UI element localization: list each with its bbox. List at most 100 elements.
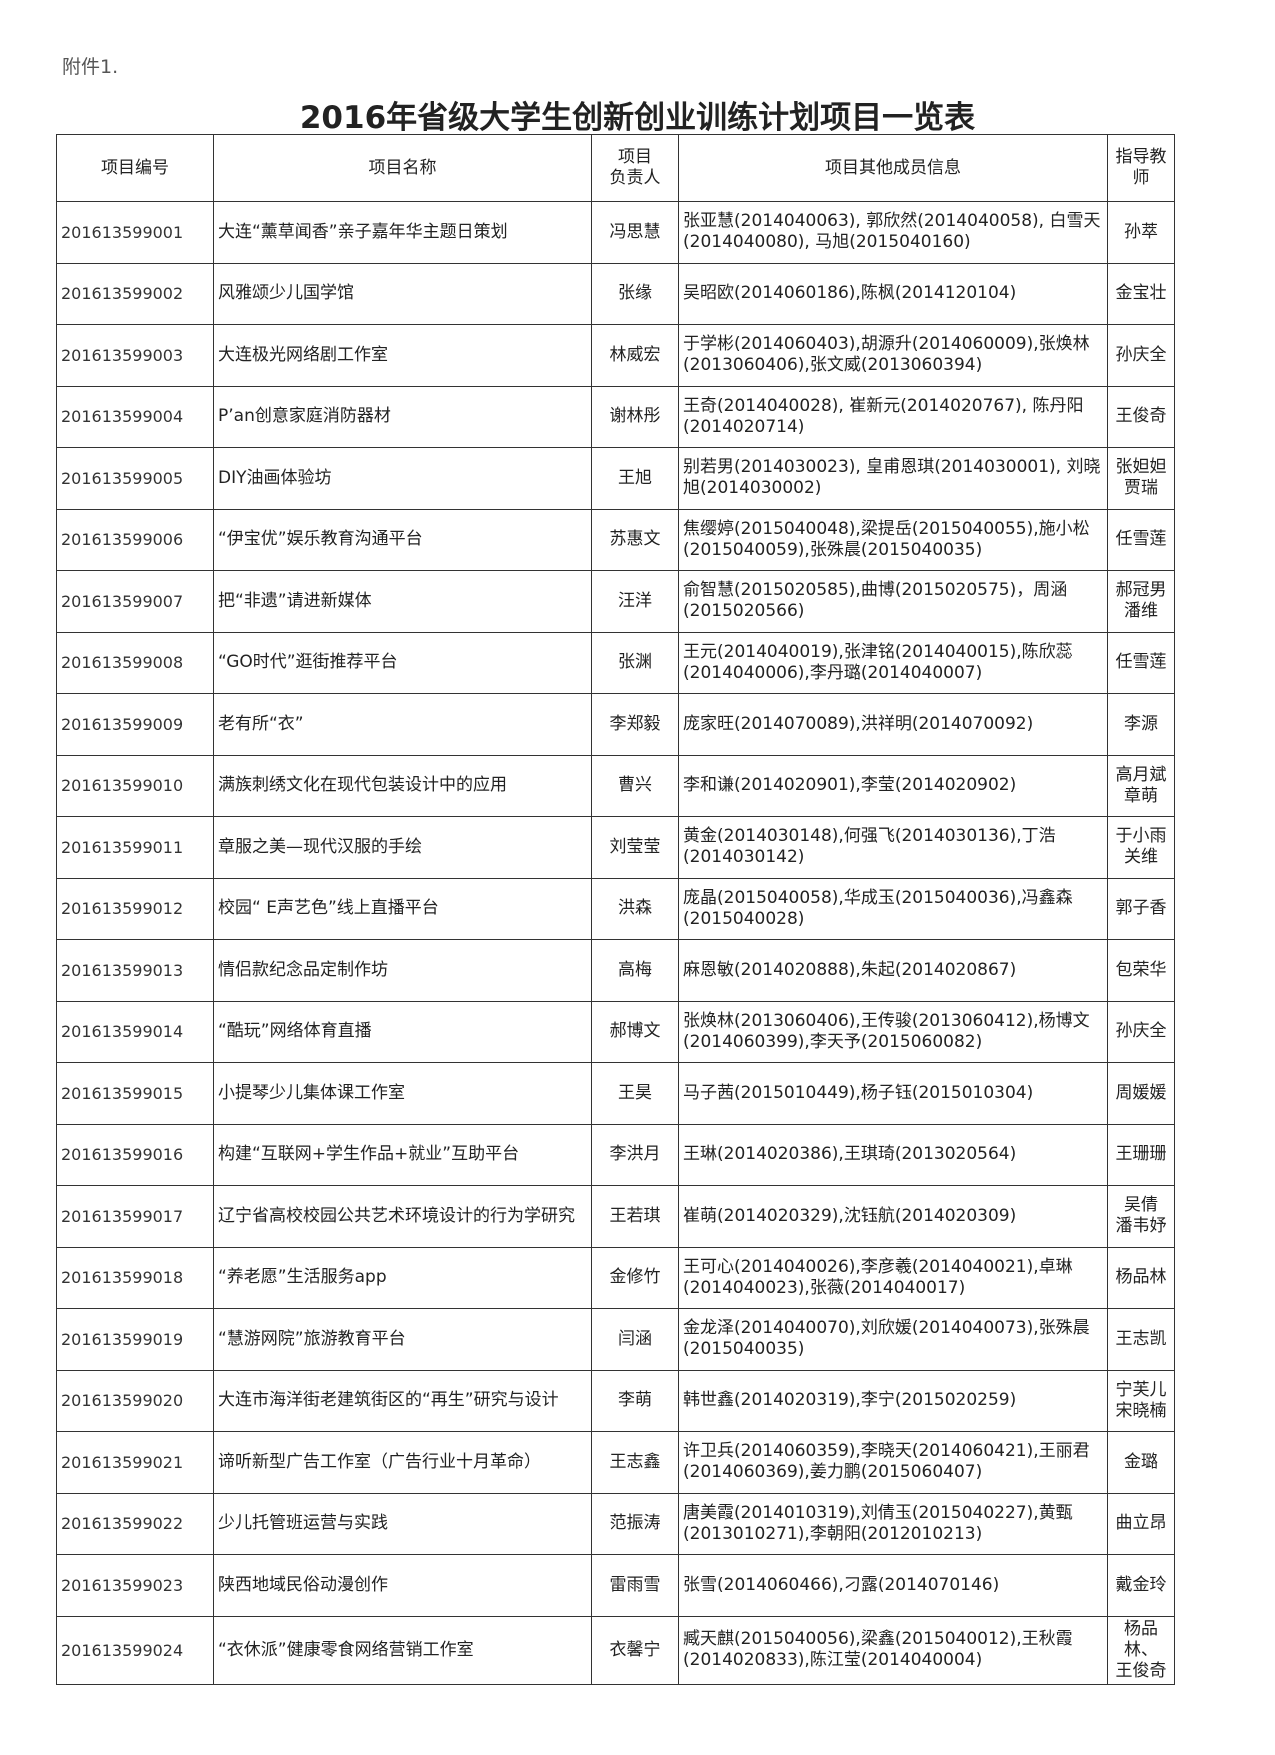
project-leader: 金修竹 [591, 1246, 679, 1309]
advisor: 金璐 [1107, 1431, 1175, 1494]
project-id: 201613599006 [56, 508, 214, 571]
advisor: 王志凯 [1107, 1308, 1175, 1371]
project-name: “GO时代”逛街推荐平台 [213, 631, 592, 694]
project-leader: 衣馨宁 [591, 1615, 679, 1685]
member-info: 崔萌(2014020329),沈钰航(2014020309) [678, 1185, 1108, 1248]
project-name: “养老愿”生活服务app [213, 1246, 592, 1309]
member-info: 臧天麒(2015040056),梁鑫(2015040012),王秋霞(20140… [678, 1615, 1108, 1685]
project-id: 201613599019 [56, 1308, 214, 1371]
project-name: 谛听新型广告工作室（广告行业十月革命） [213, 1431, 592, 1494]
project-id: 201613599001 [56, 201, 214, 264]
table-row: 201613599023 陕西地域民俗动漫创作 雷雨雪 张雪(2014060466),… [56, 1554, 1175, 1617]
table-row: 201613599012 校园“ E声艺色”线上直播平台 洪森 庞晶(20150400… [56, 877, 1175, 940]
table-row: 201613599004 P’an创意家庭消防器材 谢林彤 王奇(2014040028… [56, 385, 1175, 448]
table-row: 201613599003 大连极光网络剧工作室 林威宏 于学彬(2014060403)… [56, 324, 1175, 387]
advisor: 任雪莲 [1107, 508, 1175, 571]
table-row: 201613599007 把“非遗”请进新媒体 汪洋 俞智慧(2015020585),… [56, 570, 1175, 633]
project-id: 201613599010 [56, 754, 214, 817]
table-row: 201613599020 大连市海洋街老建筑街区的“再生”研究与设计 李萌 韩世鑫(2… [56, 1369, 1175, 1432]
project-leader: 汪洋 [591, 570, 679, 633]
project-name: “慧游网院”旅游教育平台 [213, 1308, 592, 1371]
project-name: 大连极光网络剧工作室 [213, 324, 592, 387]
advisor: 孙庆全 [1107, 324, 1175, 387]
table-row: 201613599005 DIY油画体验坊 王旭 别若男(2014030023), 皇… [56, 447, 1175, 510]
member-info: 李和谦(2014020901),李莹(2014020902) [678, 754, 1108, 817]
project-name: “衣休派”健康零食网络营销工作室 [213, 1615, 592, 1685]
table-row: 201613599019 “慧游网院”旅游教育平台 闫涵 金龙泽(2014040070… [56, 1308, 1175, 1371]
advisor: 吴倩 潘韦妤 [1107, 1185, 1175, 1248]
project-name: 辽宁省高校校园公共艺术环境设计的行为学研究 [213, 1185, 592, 1248]
project-leader: 李郑毅 [591, 693, 679, 756]
project-leader: 王若琪 [591, 1185, 679, 1248]
member-info: 麻恩敏(2014020888),朱起(2014020867) [678, 939, 1108, 1002]
advisor: 周媛媛 [1107, 1062, 1175, 1125]
member-info: 许卫兵(2014060359),李晓天(2014060421),王丽君(2014… [678, 1431, 1108, 1494]
member-info: 吴昭欧(2014060186),陈枫(2014120104) [678, 262, 1108, 325]
table-row: 201613599002 风雅颂少儿国学馆 张缘 吴昭欧(2014060186),陈枫… [56, 262, 1175, 325]
project-leader: 王旭 [591, 447, 679, 510]
project-id: 201613599011 [56, 816, 214, 879]
project-id: 201613599004 [56, 385, 214, 448]
table-row: 201613599009 老有所“衣” 李郑毅 庞家旺(2014070089),洪祥明… [56, 693, 1175, 756]
member-info: 别若男(2014030023), 皇甫恩琪(2014030001), 刘晓旭(2… [678, 447, 1108, 510]
column-header: 项目编号 [56, 134, 214, 202]
advisor: 于小雨 关维 [1107, 816, 1175, 879]
table-row: 201613599022 少儿托管班运营与实践 范振涛 唐美霞(2014010319)… [56, 1492, 1175, 1555]
project-leader: 高梅 [591, 939, 679, 1002]
member-info: 王元(2014040019),张津铭(2014040015),陈欣蕊(20140… [678, 631, 1108, 694]
project-name: 情侣款纪念品定制作坊 [213, 939, 592, 1002]
project-leader: 洪森 [591, 877, 679, 940]
project-name: “酷玩”网络体育直播 [213, 1000, 592, 1063]
project-leader: 李萌 [591, 1369, 679, 1432]
project-leader: 雷雨雪 [591, 1554, 679, 1617]
table-row: 201613599014 “酷玩”网络体育直播 郝博文 张焕林(2013060406)… [56, 1000, 1175, 1063]
advisor: 杨品林 [1107, 1246, 1175, 1309]
project-name: 陕西地域民俗动漫创作 [213, 1554, 592, 1617]
table-row: 201613599021 谛听新型广告工作室（广告行业十月革命） 王志鑫 许卫兵(20… [56, 1431, 1175, 1494]
project-id: 201613599021 [56, 1431, 214, 1494]
advisor: 郝冠男 潘维 [1107, 570, 1175, 633]
table-row: 201613599001 大连“薰草闻香”亲子嘉年华主题日策划 冯思慧 张亚慧(201… [56, 201, 1175, 264]
table-row: 201613599013 情侣款纪念品定制作坊 高梅 麻恩敏(2014020888),… [56, 939, 1175, 1002]
advisor: 宁芙儿 宋晓楠 [1107, 1369, 1175, 1432]
member-info: 俞智慧(2015020585),曲博(2015020575)，周涵(201502… [678, 570, 1108, 633]
project-id: 201613599020 [56, 1369, 214, 1432]
project-id: 201613599003 [56, 324, 214, 387]
member-info: 韩世鑫(2014020319),李宁(2015020259) [678, 1369, 1108, 1432]
advisor: 郭子香 [1107, 877, 1175, 940]
document-title: 2016年省级大学生创新创业训练计划项目一览表 [299, 100, 976, 136]
member-info: 张亚慧(2014040063), 郭欣然(2014040058), 白雪天(20… [678, 201, 1108, 264]
project-leader: 林威宏 [591, 324, 679, 387]
project-leader: 苏惠文 [591, 508, 679, 571]
project-leader: 王志鑫 [591, 1431, 679, 1494]
project-name: 满族刺绣文化在现代包装设计中的应用 [213, 754, 592, 817]
project-id: 201613599024 [56, 1615, 214, 1685]
table-row: 201613599011 章服之美—现代汉服的手绘 刘莹莹 黄金(2014030148… [56, 816, 1175, 879]
advisor: 包荣华 [1107, 939, 1175, 1002]
project-id: 201613599007 [56, 570, 214, 633]
project-leader: 郝博文 [591, 1000, 679, 1063]
member-info: 王奇(2014040028), 崔新元(2014020767), 陈丹阳(201… [678, 385, 1108, 448]
project-table: 项目编号 项目名称 项目 负责人 项目其他成员信息 指导教师 201613599001 大… [56, 134, 1175, 1685]
column-header: 指导教师 [1107, 134, 1175, 202]
advisor: 王珊珊 [1107, 1123, 1175, 1186]
column-header: 项目名称 [213, 134, 592, 202]
project-name: 大连“薰草闻香”亲子嘉年华主题日策划 [213, 201, 592, 264]
project-leader: 刘莹莹 [591, 816, 679, 879]
project-name: DIY油画体验坊 [213, 447, 592, 510]
table-row: 201613599015 小提琴少儿集体课工作室 王昊 马子茜(2015010449)… [56, 1062, 1175, 1125]
member-info: 张雪(2014060466),刁露(2014070146) [678, 1554, 1108, 1617]
project-id: 201613599002 [56, 262, 214, 325]
project-leader: 闫涵 [591, 1308, 679, 1371]
project-leader: 王昊 [591, 1062, 679, 1125]
project-id: 201613599017 [56, 1185, 214, 1248]
project-id: 201613599012 [56, 877, 214, 940]
advisor: 金宝壮 [1107, 262, 1175, 325]
advisor: 孙萃 [1107, 201, 1175, 264]
project-name: 构建“互联网+学生作品+就业”互助平台 [213, 1123, 592, 1186]
project-name: 风雅颂少儿国学馆 [213, 262, 592, 325]
member-info: 金龙泽(2014040070),刘欣媛(2014040073),张殊晨(2015… [678, 1308, 1108, 1371]
project-leader: 曹兴 [591, 754, 679, 817]
column-header: 项目其他成员信息 [678, 134, 1108, 202]
header-row: 项目编号 项目名称 项目 负责人 项目其他成员信息 指导教师 [56, 134, 1175, 202]
